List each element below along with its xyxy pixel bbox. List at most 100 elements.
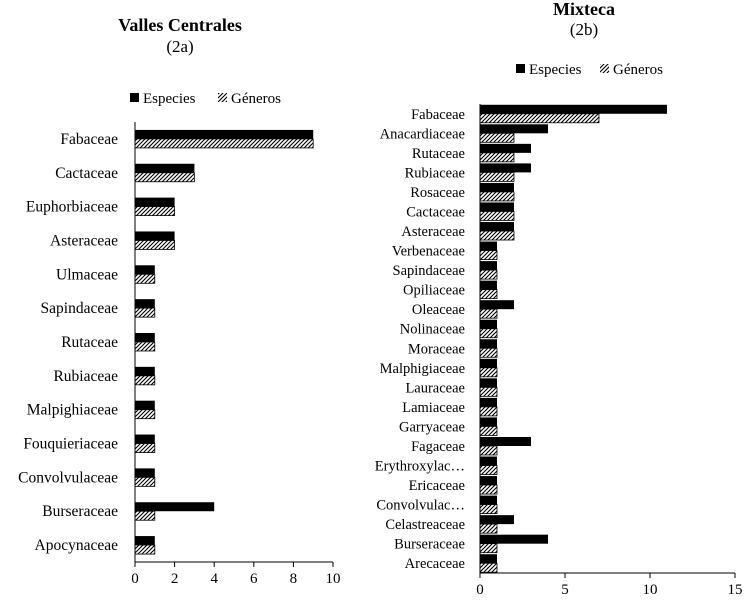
bar-generos — [134, 409, 156, 420]
bar-generos — [479, 562, 498, 573]
bar-especies — [135, 197, 175, 207]
category-label: Oleaceae — [412, 302, 465, 318]
category-label: Celastreaceae — [385, 517, 465, 533]
bar-especies — [480, 104, 667, 114]
bar-especies — [135, 299, 155, 309]
chart-title: Valles Centrales — [118, 15, 242, 35]
chart-title: Mixteca — [553, 0, 615, 19]
x-tick-label: 6 — [250, 571, 258, 587]
legend-label-especies: Especies — [529, 62, 582, 78]
legend-label-generos: Géneros — [613, 62, 663, 78]
category-label: Moraceae — [408, 341, 465, 357]
bar-especies — [480, 124, 548, 134]
category-label: Convolvulaceae — [18, 469, 118, 486]
bar-generos — [134, 443, 156, 453]
bar-especies — [135, 333, 155, 342]
bar-generos — [479, 465, 498, 475]
category-label: Rutaceae — [61, 334, 118, 351]
bar-generos — [479, 152, 515, 163]
bar-especies — [480, 397, 497, 407]
legend-label-generos: Géneros — [231, 91, 281, 107]
bar-generos — [479, 308, 498, 319]
bar-generos — [134, 510, 156, 521]
category-label: Rubiaceae — [405, 165, 465, 181]
bar-especies — [480, 378, 497, 388]
legend-swatch-generos — [600, 64, 609, 73]
bar-especies — [480, 436, 531, 446]
bar-generos — [479, 230, 515, 241]
x-tick-label: 10 — [643, 582, 658, 598]
bar-especies — [480, 241, 497, 251]
bar-generos — [134, 240, 175, 250]
category-label: Lauraceae — [405, 380, 465, 396]
bar-generos — [134, 307, 156, 318]
category-label: Arecaceae — [405, 556, 465, 572]
bar-generos — [479, 484, 498, 495]
bar-generos — [479, 347, 498, 358]
bar-generos — [479, 386, 498, 397]
bar-generos — [479, 523, 498, 534]
bar-especies — [480, 319, 497, 329]
bar-generos — [479, 289, 498, 300]
x-tick-label: 8 — [290, 571, 298, 587]
bar-especies — [480, 358, 497, 368]
bar-especies — [135, 129, 314, 139]
bar-especies — [480, 456, 497, 466]
bar-generos — [479, 250, 498, 260]
bar-generos — [479, 426, 498, 436]
chart-subtitle: (2a) — [166, 37, 193, 56]
category-label: Garryaceae — [399, 419, 465, 435]
bar-generos — [479, 113, 600, 124]
x-tick-label: 10 — [326, 571, 341, 587]
bar-especies — [480, 163, 531, 173]
category-label: Fagaceae — [411, 439, 465, 455]
category-label: Convolvulac… — [376, 498, 465, 514]
category-label: Rosaceae — [410, 185, 465, 201]
bar-especies — [135, 163, 195, 173]
bar-generos — [479, 367, 498, 378]
bar-generos — [134, 172, 195, 183]
bar-generos — [479, 191, 515, 202]
category-label: Burseraceae — [42, 503, 118, 520]
bar-especies — [480, 515, 514, 525]
bar-generos — [479, 406, 498, 417]
bar-generos — [479, 269, 498, 280]
legend: Especies Géneros — [130, 91, 281, 107]
category-label: Ericaceae — [409, 478, 465, 494]
category-label: Euphorbiaceae — [26, 199, 118, 216]
category-label: Rubiaceae — [53, 368, 118, 385]
bar-generos — [134, 273, 156, 284]
bar-especies — [135, 536, 155, 546]
bar-especies — [480, 554, 497, 564]
legend-swatch-generos — [218, 93, 227, 102]
bar-generos — [479, 211, 515, 221]
x-tick-label: 4 — [210, 571, 218, 587]
category-label: Asteraceae — [401, 224, 465, 240]
bar-especies — [480, 476, 497, 486]
category-label: Malphigiaceae — [380, 361, 465, 377]
category-label: Rutaceae — [412, 146, 465, 162]
bar-generos — [479, 504, 498, 515]
bar-especies — [480, 182, 514, 192]
legend-swatch-especies — [130, 93, 139, 102]
bar-generos — [479, 543, 498, 554]
bar-generos — [479, 445, 498, 456]
category-label: Burseraceae — [394, 537, 465, 553]
x-tick-label: 15 — [728, 582, 743, 598]
bar-generos — [479, 328, 498, 339]
legend-label-especies: Especies — [143, 91, 196, 107]
category-label: Anacardiaceae — [380, 126, 465, 142]
bar-especies — [135, 231, 175, 241]
bar-generos — [134, 544, 156, 555]
x-tick-label: 2 — [171, 571, 179, 587]
category-label: Verbenaceae — [392, 244, 465, 260]
x-tick-label: 5 — [561, 582, 569, 598]
bar-especies — [135, 502, 215, 512]
bar-especies — [135, 468, 155, 478]
bar-especies — [480, 261, 497, 271]
chart-subtitle: (2b) — [570, 20, 598, 39]
category-label: Erythroxylac… — [375, 459, 465, 475]
category-label: Fabaceae — [411, 107, 465, 123]
bar-especies — [135, 265, 155, 275]
